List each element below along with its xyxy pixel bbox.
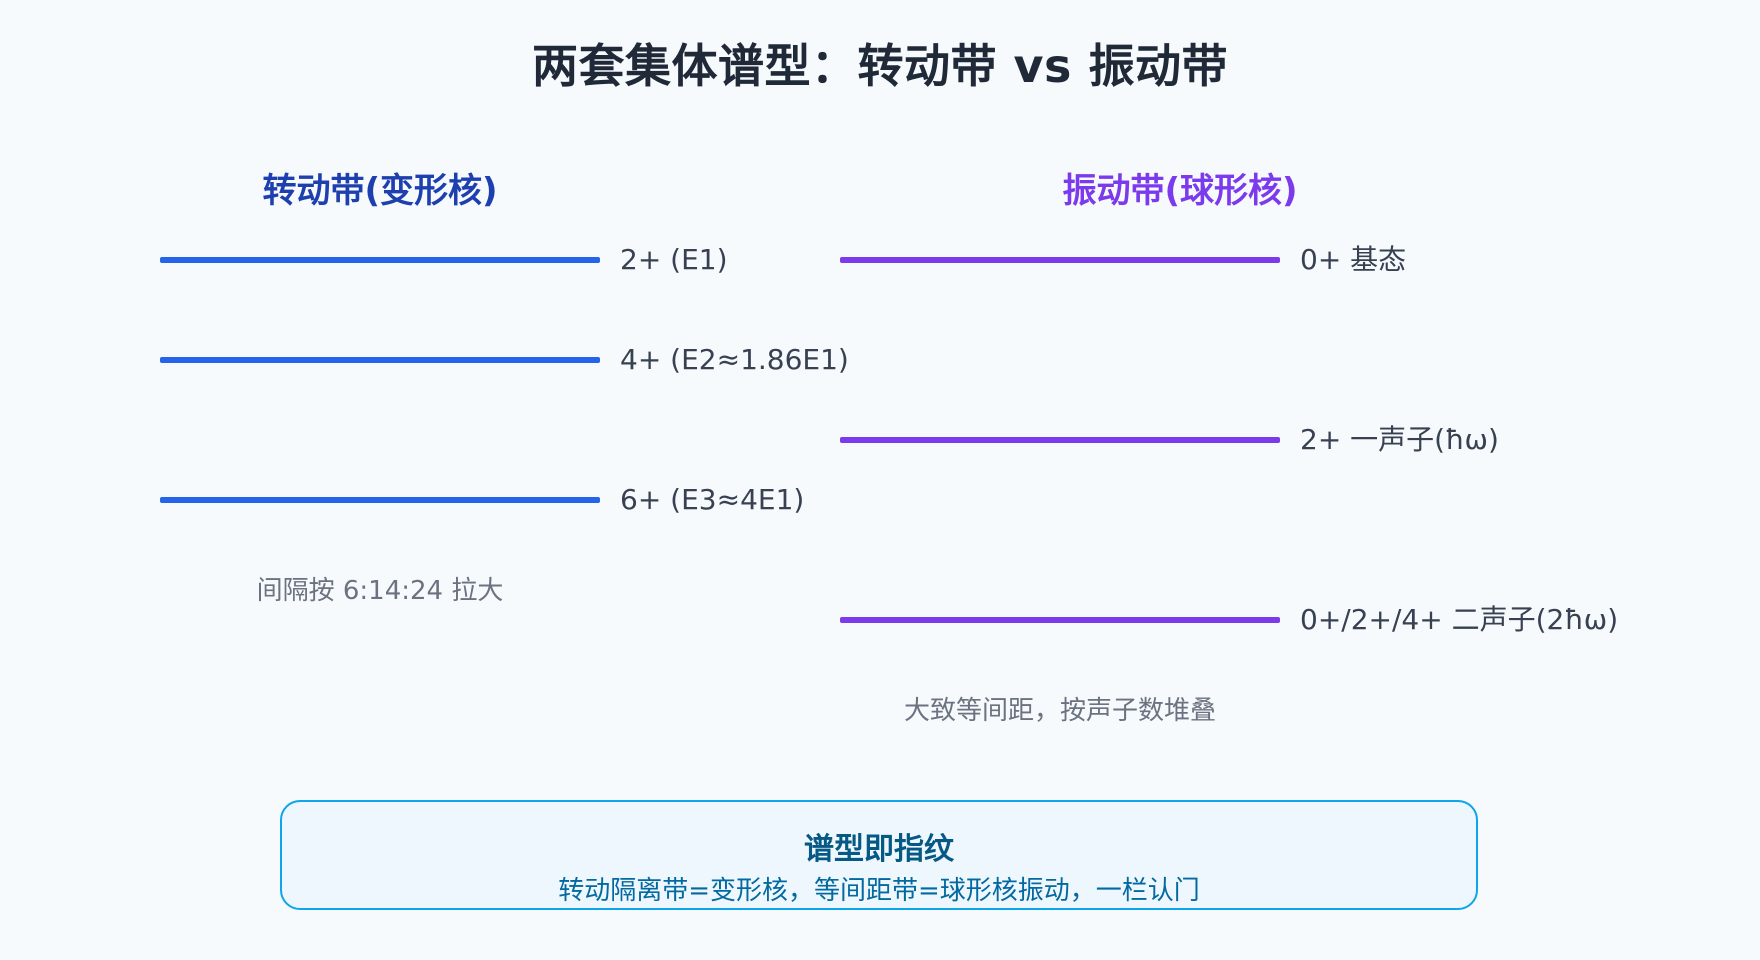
page-title: 两套集体谱型：转动带 vs 振动带 — [532, 39, 1228, 93]
vibrational-level-label: 2+ 一声子(ħω) — [1300, 423, 1499, 456]
vibrational-level-label: 0+/2+/4+ 二声子(2ħω) — [1300, 603, 1619, 636]
rotational-level-label: 2+ (E1) — [620, 243, 728, 276]
vibrational-level-line — [840, 257, 1280, 263]
vibrational-level-line — [840, 617, 1280, 623]
vibrational-level-label: 0+ 基态 — [1300, 243, 1407, 276]
vibrational-level-line — [840, 437, 1280, 443]
callout-title: 谱型即指纹 — [804, 832, 954, 867]
vibrational-spacing-note: 大致等间距，按声子数堆叠 — [903, 696, 1216, 726]
rotational-level-label: 6+ (E3≈4E1) — [620, 483, 805, 516]
vibrational-band-heading: 振动带(球形核) — [1062, 171, 1298, 211]
rotational-level-line — [160, 357, 600, 363]
rotational-level-label: 4+ (E2≈1.86E1) — [620, 343, 849, 376]
rotational-level-line — [160, 257, 600, 263]
rotational-spacing-note: 间隔按 6:14:24 拉大 — [256, 576, 504, 606]
rotational-band-heading: 转动带(变形核) — [262, 171, 498, 211]
callout-body: 转动隔离带=变形核，等间距带=球形核振动，一栏认门 — [558, 876, 1200, 906]
rotational-level-line — [160, 497, 600, 503]
summary-callout: 谱型即指纹 转动隔离带=变形核，等间距带=球形核振动，一栏认门 — [280, 800, 1478, 910]
